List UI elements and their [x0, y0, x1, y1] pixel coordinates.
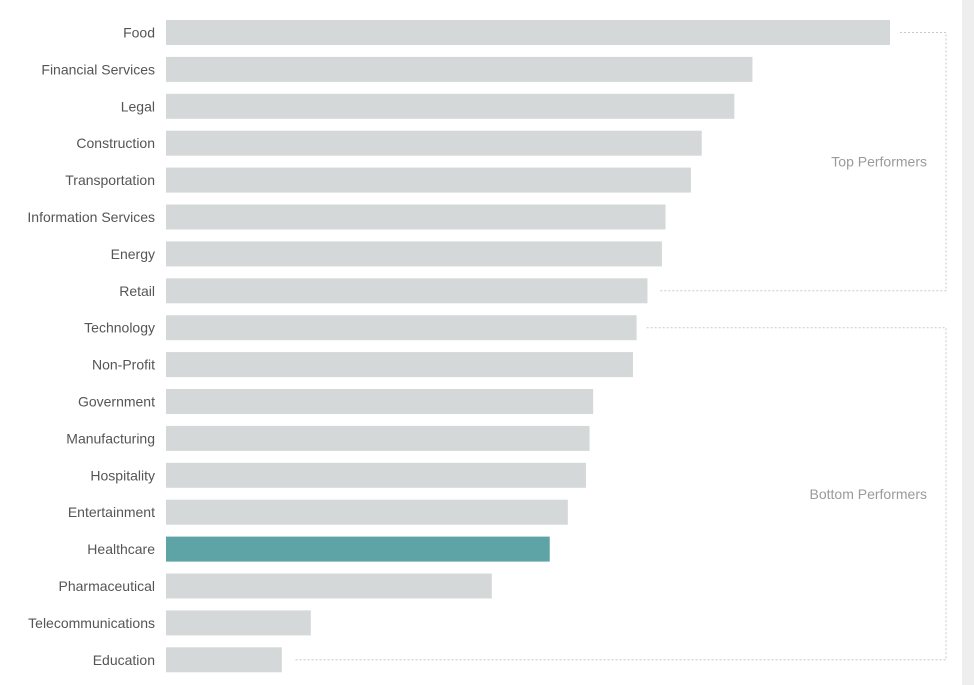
category-label: Telecommunications — [28, 615, 155, 631]
bar-legal — [166, 93, 735, 119]
category-label: Retail — [119, 283, 155, 299]
bar-food — [166, 20, 890, 45]
bar-retail — [166, 278, 648, 304]
bar-financial-services — [166, 56, 753, 82]
category-label: Food — [123, 25, 155, 41]
category-label: Legal — [121, 98, 155, 114]
bar-government — [166, 389, 594, 414]
group-label: Top Performers — [831, 154, 927, 170]
bar-manufacturing — [166, 425, 590, 451]
bar-pharmaceutical — [166, 573, 492, 599]
category-label: Entertainment — [68, 504, 155, 520]
category-label: Financial Services — [41, 61, 155, 77]
category-label: Non-Profit — [92, 357, 155, 373]
category-label: Transportation — [65, 172, 155, 188]
group-bracket — [293, 327, 947, 661]
bar-education — [166, 647, 282, 673]
bar-healthcare — [166, 536, 550, 562]
bar-technology — [166, 315, 637, 341]
category-label: Information Services — [27, 209, 155, 225]
group-label: Bottom Performers — [810, 486, 927, 502]
category-label: Hospitality — [90, 467, 155, 483]
bar-hospitality — [166, 462, 586, 488]
category-label: Government — [78, 394, 155, 410]
bar-energy — [166, 241, 662, 267]
category-label: Education — [93, 652, 155, 668]
bar-non-profit — [166, 352, 633, 378]
category-label: Healthcare — [87, 541, 155, 557]
bar-entertainment — [166, 499, 568, 525]
bar-information-services — [166, 204, 666, 230]
category-label: Energy — [111, 246, 155, 262]
category-label: Construction — [76, 135, 155, 151]
bar-telecommunications — [166, 610, 311, 636]
category-label: Pharmaceutical — [59, 578, 156, 594]
category-label: Manufacturing — [66, 430, 155, 446]
category-label: Technology — [84, 320, 155, 336]
bar-construction — [166, 130, 702, 156]
scrollbar-track — [962, 0, 974, 685]
bar-transportation — [166, 167, 691, 193]
